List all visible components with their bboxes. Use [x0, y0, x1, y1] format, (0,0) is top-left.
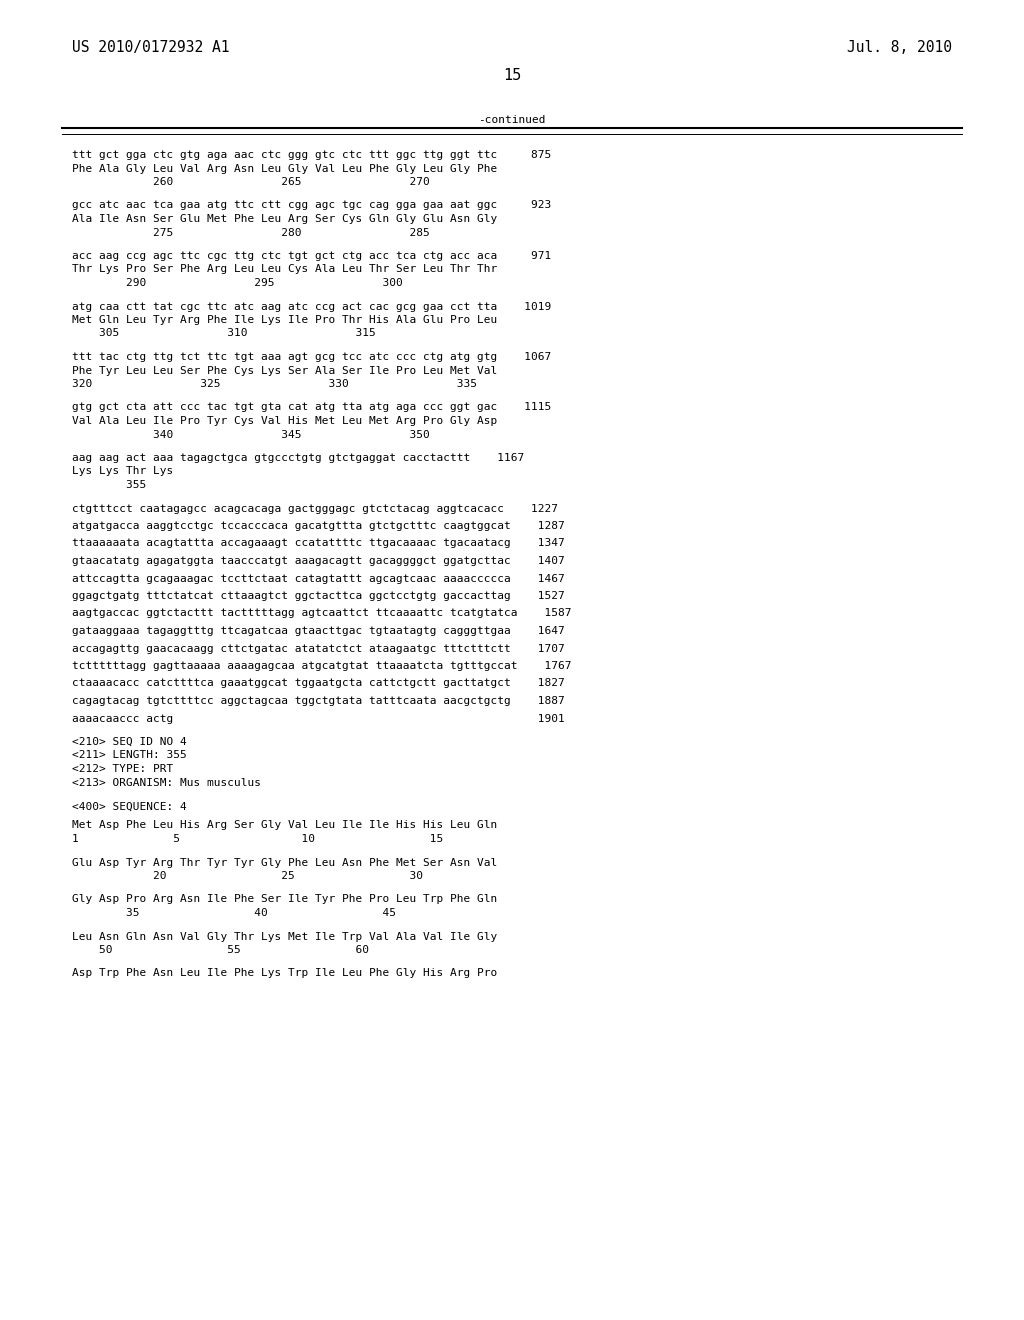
Text: accagagttg gaacacaagg cttctgatac atatatctct ataagaatgc tttctttctt    1707: accagagttg gaacacaagg cttctgatac atatatc… — [72, 644, 565, 653]
Text: attccagtta gcagaaagac tccttctaat catagtattt agcagtcaac aaaaccccca    1467: attccagtta gcagaaagac tccttctaat catagta… — [72, 573, 565, 583]
Text: Lys Lys Thr Lys: Lys Lys Thr Lys — [72, 466, 173, 477]
Text: <210> SEQ ID NO 4: <210> SEQ ID NO 4 — [72, 737, 186, 747]
Text: 50                 55                 60: 50 55 60 — [72, 945, 369, 954]
Text: <213> ORGANISM: Mus musculus: <213> ORGANISM: Mus musculus — [72, 777, 261, 788]
Text: ctaaaacacc catcttttca gaaatggcat tggaatgcta cattctgctt gacttatgct    1827: ctaaaacacc catcttttca gaaatggcat tggaatg… — [72, 678, 565, 689]
Text: gtaacatatg agagatggta taacccatgt aaagacagtt gacaggggct ggatgcttac    1407: gtaacatatg agagatggta taacccatgt aaagaca… — [72, 556, 565, 566]
Text: Met Gln Leu Tyr Arg Phe Ile Lys Ile Pro Thr His Ala Glu Pro Leu: Met Gln Leu Tyr Arg Phe Ile Lys Ile Pro … — [72, 315, 498, 325]
Text: 1              5                  10                 15: 1 5 10 15 — [72, 834, 443, 843]
Text: tcttttttagg gagttaaaaa aaaagagcaa atgcatgtat ttaaaatcta tgtttgccat    1767: tcttttttagg gagttaaaaa aaaagagcaa atgcat… — [72, 661, 571, 671]
Text: gataaggaaa tagaggtttg ttcagatcaa gtaacttgac tgtaatagtg cagggttgaa    1647: gataaggaaa tagaggtttg ttcagatcaa gtaactt… — [72, 626, 565, 636]
Text: gcc atc aac tca gaa atg ttc ctt cgg agc tgc cag gga gaa aat ggc     923: gcc atc aac tca gaa atg ttc ctt cgg agc … — [72, 201, 551, 210]
Text: <212> TYPE: PRT: <212> TYPE: PRT — [72, 764, 173, 774]
Text: ggagctgatg tttctatcat cttaaagtct ggctacttca ggctcctgtg gaccacttag    1527: ggagctgatg tttctatcat cttaaagtct ggctact… — [72, 591, 565, 601]
Text: Met Asp Phe Leu His Arg Ser Gly Val Leu Ile Ile His His Leu Gln: Met Asp Phe Leu His Arg Ser Gly Val Leu … — [72, 821, 498, 830]
Text: <211> LENGTH: 355: <211> LENGTH: 355 — [72, 751, 186, 760]
Text: aag aag act aaa tagagctgca gtgccctgtg gtctgaggat cacctacttt    1167: aag aag act aaa tagagctgca gtgccctgtg gt… — [72, 453, 524, 463]
Text: Glu Asp Tyr Arg Thr Tyr Tyr Gly Phe Leu Asn Phe Met Ser Asn Val: Glu Asp Tyr Arg Thr Tyr Tyr Gly Phe Leu … — [72, 858, 498, 867]
Text: aagtgaccac ggtctacttt tactttttagg agtcaattct ttcaaaattc tcatgtatca    1587: aagtgaccac ggtctacttt tactttttagg agtcaa… — [72, 609, 571, 619]
Text: 320                325                330                335: 320 325 330 335 — [72, 379, 477, 389]
Text: Phe Tyr Leu Leu Ser Phe Cys Lys Ser Ala Ser Ile Pro Leu Met Val: Phe Tyr Leu Leu Ser Phe Cys Lys Ser Ala … — [72, 366, 498, 375]
Text: 20                 25                 30: 20 25 30 — [72, 871, 423, 880]
Text: Ala Ile Asn Ser Glu Met Phe Leu Arg Ser Cys Gln Gly Glu Asn Gly: Ala Ile Asn Ser Glu Met Phe Leu Arg Ser … — [72, 214, 498, 224]
Text: 355: 355 — [72, 480, 146, 490]
Text: Jul. 8, 2010: Jul. 8, 2010 — [847, 40, 952, 55]
Text: 305                310                315: 305 310 315 — [72, 329, 376, 338]
Text: Gly Asp Pro Arg Asn Ile Phe Ser Ile Tyr Phe Pro Leu Trp Phe Gln: Gly Asp Pro Arg Asn Ile Phe Ser Ile Tyr … — [72, 895, 498, 904]
Text: ttt gct gga ctc gtg aga aac ctc ggg gtc ctc ttt ggc ttg ggt ttc     875: ttt gct gga ctc gtg aga aac ctc ggg gtc … — [72, 150, 551, 160]
Text: 275                280                285: 275 280 285 — [72, 227, 430, 238]
Text: <400> SEQUENCE: 4: <400> SEQUENCE: 4 — [72, 803, 186, 812]
Text: cagagtacag tgtcttttcc aggctagcaa tggctgtata tatttcaata aacgctgctg    1887: cagagtacag tgtcttttcc aggctagcaa tggctgt… — [72, 696, 565, 706]
Text: 340                345                350: 340 345 350 — [72, 429, 430, 440]
Text: atgatgacca aaggtcctgc tccacccaca gacatgttta gtctgctttc caagtggcat    1287: atgatgacca aaggtcctgc tccacccaca gacatgt… — [72, 521, 565, 531]
Text: 15: 15 — [503, 69, 521, 83]
Text: ctgtttcct caatagagcc acagcacaga gactgggagc gtctctacag aggtcacacc    1227: ctgtttcct caatagagcc acagcacaga gactggga… — [72, 503, 558, 513]
Text: Thr Lys Pro Ser Phe Arg Leu Leu Cys Ala Leu Thr Ser Leu Thr Thr: Thr Lys Pro Ser Phe Arg Leu Leu Cys Ala … — [72, 264, 498, 275]
Text: Val Ala Leu Ile Pro Tyr Cys Val His Met Leu Met Arg Pro Gly Asp: Val Ala Leu Ile Pro Tyr Cys Val His Met … — [72, 416, 498, 426]
Text: 260                265                270: 260 265 270 — [72, 177, 430, 187]
Text: 35                 40                 45: 35 40 45 — [72, 908, 396, 917]
Text: ttt tac ctg ttg tct ttc tgt aaa agt gcg tcc atc ccc ctg atg gtg    1067: ttt tac ctg ttg tct ttc tgt aaa agt gcg … — [72, 352, 551, 362]
Text: acc aag ccg agc ttc cgc ttg ctc tgt gct ctg acc tca ctg acc aca     971: acc aag ccg agc ttc cgc ttg ctc tgt gct … — [72, 251, 551, 261]
Text: Leu Asn Gln Asn Val Gly Thr Lys Met Ile Trp Val Ala Val Ile Gly: Leu Asn Gln Asn Val Gly Thr Lys Met Ile … — [72, 932, 498, 941]
Text: Phe Ala Gly Leu Val Arg Asn Leu Gly Val Leu Phe Gly Leu Gly Phe: Phe Ala Gly Leu Val Arg Asn Leu Gly Val … — [72, 164, 498, 173]
Text: US 2010/0172932 A1: US 2010/0172932 A1 — [72, 40, 229, 55]
Text: aaaacaaccc actg                                                      1901: aaaacaaccc actg 1901 — [72, 714, 565, 723]
Text: -continued: -continued — [478, 115, 546, 125]
Text: 290                295                300: 290 295 300 — [72, 279, 402, 288]
Text: atg caa ctt tat cgc ttc atc aag atc ccg act cac gcg gaa cct tta    1019: atg caa ctt tat cgc ttc atc aag atc ccg … — [72, 301, 551, 312]
Text: gtg gct cta att ccc tac tgt gta cat atg tta atg aga ccc ggt gac    1115: gtg gct cta att ccc tac tgt gta cat atg … — [72, 403, 551, 412]
Text: Asp Trp Phe Asn Leu Ile Phe Lys Trp Ile Leu Phe Gly His Arg Pro: Asp Trp Phe Asn Leu Ile Phe Lys Trp Ile … — [72, 969, 498, 978]
Text: ttaaaaaata acagtattta accagaaagt ccatattttc ttgacaaaac tgacaatacg    1347: ttaaaaaata acagtattta accagaaagt ccatatt… — [72, 539, 565, 549]
